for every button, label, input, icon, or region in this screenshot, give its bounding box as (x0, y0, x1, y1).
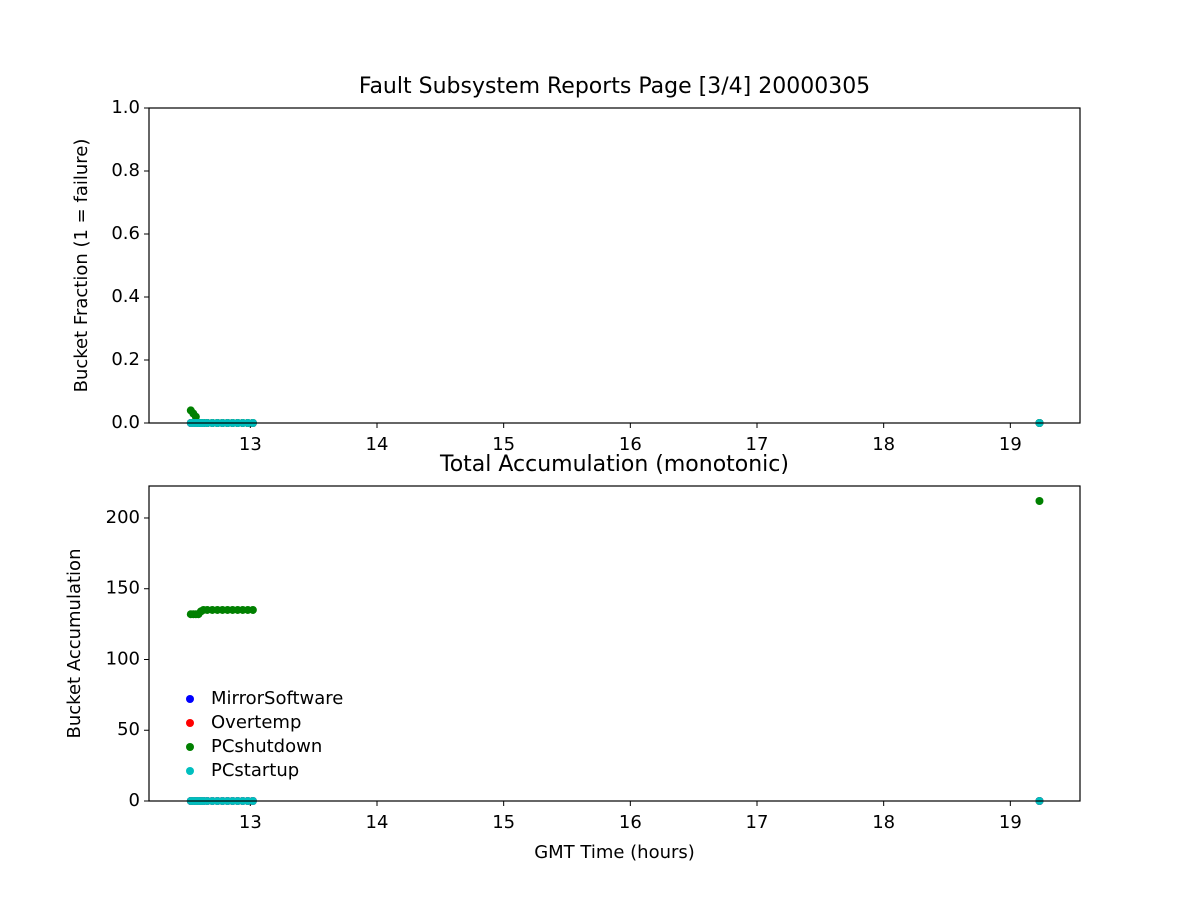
y-axis-label: Bucket Fraction (1 = failure) (71, 139, 92, 393)
x-tick-label: 14 (366, 434, 389, 455)
y-tick-label: 50 (117, 719, 140, 740)
x-tick-label: 15 (492, 812, 515, 833)
legend-label: MirrorSoftware (211, 688, 343, 709)
y-axis-label: Bucket Accumulation (64, 549, 85, 739)
x-tick-label: 15 (492, 434, 515, 455)
chart-title: Total Accumulation (monotonic) (439, 452, 789, 477)
x-tick-label: 19 (999, 434, 1022, 455)
x-tick-label: 17 (746, 434, 769, 455)
legend-marker (186, 767, 194, 775)
x-tick-label: 18 (872, 812, 895, 833)
x-tick-label: 16 (619, 434, 642, 455)
legend-label: PCshutdown (211, 736, 322, 757)
legend-marker (186, 743, 194, 751)
y-tick-label: 0.8 (111, 160, 140, 181)
y-tick-label: 0 (129, 790, 140, 811)
legend-label: PCstartup (211, 760, 299, 781)
y-tick-label: 0.6 (111, 223, 140, 244)
x-tick-label: 18 (872, 434, 895, 455)
y-tick-label: 200 (106, 507, 140, 528)
y-tick-label: 1.0 (111, 97, 140, 118)
x-tick-label: 13 (239, 812, 262, 833)
point (191, 412, 200, 421)
x-tick-label: 14 (366, 812, 389, 833)
y-tick-label: 100 (106, 648, 140, 669)
y-tick-label: 0.0 (111, 412, 140, 433)
plot-frame (148, 107, 1081, 424)
x-tick-label: 16 (619, 812, 642, 833)
x-tick-label: 17 (746, 812, 769, 833)
legend-marker (186, 695, 194, 703)
x-tick-label: 13 (239, 434, 262, 455)
legend-label: Overtemp (211, 712, 301, 733)
plot-frame (148, 485, 1081, 802)
y-tick-label: 0.4 (111, 286, 140, 307)
x-axis-label: GMT Time (hours) (534, 842, 695, 863)
chart-title: Fault Subsystem Reports Page [3/4] 20000… (359, 74, 870, 99)
point (248, 605, 257, 614)
legend-marker (186, 719, 194, 727)
x-tick-label: 19 (999, 812, 1022, 833)
point (1035, 497, 1044, 505)
y-tick-label: 150 (106, 578, 140, 599)
y-tick-label: 0.2 (111, 349, 140, 370)
